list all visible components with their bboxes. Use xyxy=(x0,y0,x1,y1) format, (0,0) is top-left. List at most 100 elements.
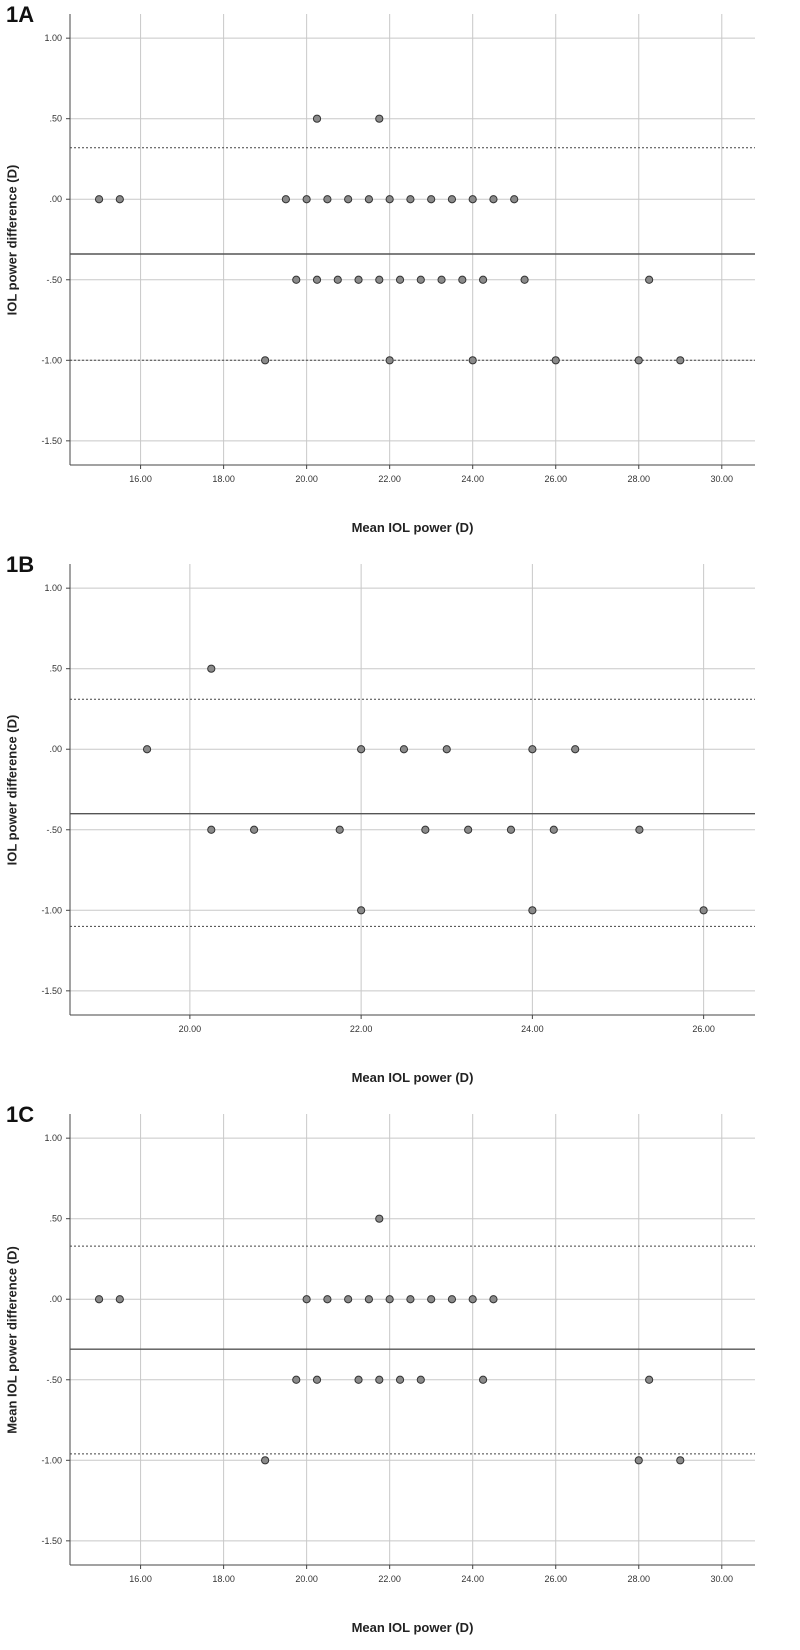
chart-panel-1c: 1C Mean IOL power difference (D) 16.00 18… xyxy=(0,1100,800,1650)
data-point xyxy=(520,275,529,284)
data-point xyxy=(312,114,322,123)
x-tick-label: 24.00 xyxy=(521,1024,544,1034)
data-point xyxy=(634,1456,643,1465)
y-tick-label: .00 xyxy=(49,194,62,204)
x-tick-label: 22.00 xyxy=(378,474,401,484)
data-point xyxy=(699,906,708,915)
data-point xyxy=(207,664,216,673)
data-point xyxy=(635,825,644,834)
data-point xyxy=(323,195,332,204)
data-point xyxy=(427,1295,436,1304)
y-tick-label: -.50 xyxy=(46,275,62,285)
data-point xyxy=(357,745,366,754)
data-point xyxy=(447,1295,457,1304)
data-point xyxy=(551,356,560,365)
data-point xyxy=(506,825,516,834)
data-point xyxy=(478,1375,488,1384)
x-tick-label: 20.00 xyxy=(295,474,318,484)
y-tick-label: -.50 xyxy=(46,1375,62,1385)
data-point xyxy=(142,745,152,754)
data-point xyxy=(416,1375,425,1384)
x-tick-label: 28.00 xyxy=(627,474,650,484)
y-tick-label: -1.50 xyxy=(41,986,62,996)
x-axis-label: Mean IOL power (D) xyxy=(351,1070,474,1085)
data-point xyxy=(364,1295,374,1304)
x-tick-label: 24.00 xyxy=(461,474,484,484)
y-tick-label: 1.00 xyxy=(44,1133,62,1143)
data-point xyxy=(115,195,124,204)
y-tick-label: .50 xyxy=(49,664,62,674)
panel-label: 1B xyxy=(6,552,35,577)
data-point xyxy=(645,275,654,284)
y-tick-label: 1.00 xyxy=(44,33,62,43)
data-point xyxy=(427,195,436,204)
panel-label: 1A xyxy=(6,2,35,27)
scatter-plot: 16.00 18.00 20.00 22.00 24.00 26.00 28.00 30.00… xyxy=(41,1114,755,1584)
x-tick-label: 24.00 xyxy=(461,1574,484,1584)
x-tick-label: 16.00 xyxy=(129,474,152,484)
data-point xyxy=(364,195,374,204)
data-point xyxy=(634,356,643,365)
y-tick-label: .50 xyxy=(49,1214,62,1224)
data-point xyxy=(468,356,477,365)
data-point xyxy=(549,825,558,834)
y-tick-label: -1.00 xyxy=(41,1455,62,1465)
data-point xyxy=(375,1375,384,1384)
data-point xyxy=(385,356,394,365)
data-point xyxy=(399,745,409,754)
data-point xyxy=(442,745,451,754)
data-point xyxy=(528,745,537,754)
data-point xyxy=(468,1295,477,1304)
data-point xyxy=(447,195,457,204)
data-point xyxy=(528,906,537,915)
data-point xyxy=(416,275,425,284)
data-point xyxy=(676,356,685,365)
data-point xyxy=(385,195,394,204)
data-point xyxy=(357,906,366,915)
y-tick-label: -.50 xyxy=(46,825,62,835)
y-tick-label: .50 xyxy=(49,114,62,124)
data-point xyxy=(406,1295,415,1304)
data-point xyxy=(292,275,301,284)
data-point xyxy=(421,825,430,834)
data-point xyxy=(395,275,405,284)
chart-panel-1b: 1B IOL power difference (D) 20.00 22.00 24… xyxy=(0,550,800,1100)
x-tick-label: 30.00 xyxy=(711,1574,734,1584)
data-point xyxy=(249,825,259,834)
data-point xyxy=(312,275,322,284)
data-point xyxy=(354,1375,363,1384)
data-point xyxy=(478,275,488,284)
x-tick-label: 28.00 xyxy=(627,1574,650,1584)
data-point xyxy=(94,1295,104,1304)
scatter-plot: 20.00 22.00 24.00 26.00 1.00 .50 .00 -.50 -1.00 -… xyxy=(41,564,755,1034)
data-point xyxy=(354,275,363,284)
data-point xyxy=(489,195,498,204)
data-point xyxy=(302,1295,311,1304)
data-point xyxy=(312,1375,322,1384)
data-point xyxy=(333,275,342,284)
x-tick-label: 16.00 xyxy=(129,1574,152,1584)
data-point xyxy=(335,825,344,834)
chart-panel-1a: 1A IOL power difference (D) 16.00 18.00 20… xyxy=(0,0,800,550)
data-point xyxy=(375,1214,384,1223)
y-tick-label: -1.50 xyxy=(41,436,62,446)
data-point xyxy=(302,195,311,204)
data-point xyxy=(571,745,580,754)
x-tick-label: 26.00 xyxy=(544,1574,567,1584)
x-tick-label: 18.00 xyxy=(212,474,235,484)
x-tick-label: 20.00 xyxy=(295,1574,318,1584)
x-tick-label: 18.00 xyxy=(212,1574,235,1584)
y-tick-label: -1.00 xyxy=(41,905,62,915)
data-point xyxy=(281,195,290,204)
x-tick-label: 26.00 xyxy=(544,474,567,484)
data-point xyxy=(207,825,216,834)
data-point xyxy=(344,195,353,204)
data-point xyxy=(261,356,270,365)
x-tick-label: 26.00 xyxy=(692,1024,715,1034)
data-point xyxy=(458,275,467,284)
panel-label: 1C xyxy=(6,1102,35,1127)
data-point xyxy=(464,825,473,834)
x-axis-label: Mean IOL power (D) xyxy=(351,520,474,535)
y-tick-label: .00 xyxy=(49,744,62,754)
data-point xyxy=(375,114,384,123)
